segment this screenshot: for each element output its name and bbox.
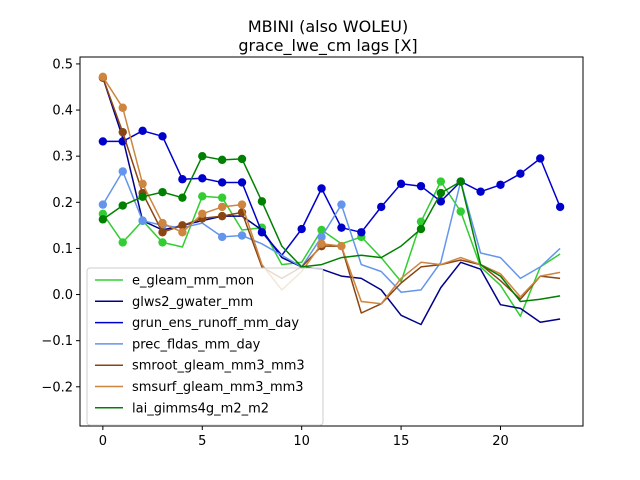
data-point-prec_fldas_mm_day <box>98 200 108 209</box>
y-tick-label: 0.3 <box>52 150 73 165</box>
data-point-grun_ens_runoff_mm_day <box>257 228 267 237</box>
data-point-e_gleam_mm_mon <box>217 193 227 202</box>
data-point-prec_fldas_mm_day <box>317 232 326 242</box>
data-point-smsurf_gleam_mm3_mm3 <box>138 179 147 189</box>
x-tick-label: 15 <box>393 434 410 449</box>
data-point-smsurf_gleam_mm3_mm3 <box>337 241 346 251</box>
data-point-e_gleam_mm_mon <box>317 225 326 235</box>
plot-area: 0 5 10 15 20 −0.2 −0.1 0.0 0.1 0.2 0.3 0.4 0.5 <box>41 56 584 449</box>
data-point-smroot_gleam_mm3_mm3 <box>158 228 167 237</box>
data-point-grun_ens_runoff_mm_day <box>555 202 565 212</box>
x-tick-label: 20 <box>492 434 509 449</box>
y-tick-label: 0.2 <box>52 196 73 211</box>
y-tick-label: 0.5 <box>52 57 73 72</box>
data-point-grun_ens_runoff_mm_day <box>357 228 366 237</box>
data-point-lai_gimms4g_m2_m2 <box>118 201 127 210</box>
legend-label-grun_ens_runoff_mm_day: grun_ens_runoff_mm_day <box>132 316 299 331</box>
x-tick-label: 0 <box>99 434 107 449</box>
data-point-grun_ens_runoff_mm_day <box>237 178 247 187</box>
data-point-lai_gimms4g_m2_m2 <box>158 187 167 197</box>
data-point-e_gleam_mm_mon <box>118 238 127 247</box>
data-point-prec_fldas_mm_day <box>138 216 147 225</box>
legend-label-smsurf_gleam_mm3_mm3: smsurf_gleam_mm3_mm3 <box>132 380 304 395</box>
legend: e_gleam_mm_mon glws2_gwater_mm grun_ens_ru… <box>86 267 324 426</box>
legend-label-glws2_gwater_mm: glws2_gwater_mm <box>132 295 253 310</box>
data-point-smsurf_gleam_mm3_mm3 <box>98 72 108 82</box>
data-point-lai_gimms4g_m2_m2 <box>198 151 207 161</box>
data-point-lai_gimms4g_m2_m2 <box>138 192 147 201</box>
data-point-grun_ens_runoff_mm_day <box>178 175 187 184</box>
y-tick-label: 0.4 <box>52 104 73 119</box>
x-tick-label: 5 <box>198 434 206 449</box>
data-point-smsurf_gleam_mm3_mm3 <box>317 239 326 249</box>
data-point-prec_fldas_mm_day <box>217 232 227 242</box>
data-point-smroot_gleam_mm3_mm3 <box>217 211 227 221</box>
data-point-lai_gimms4g_m2_m2 <box>98 215 108 224</box>
x-tick-label: 10 <box>293 434 310 449</box>
y-tick-label: 0.1 <box>52 242 73 257</box>
data-point-smsurf_gleam_mm3_mm3 <box>198 209 207 219</box>
data-point-grun_ens_runoff_mm_day <box>436 197 446 206</box>
data-point-e_gleam_mm_mon <box>436 177 446 186</box>
data-point-grun_ens_runoff_mm_day <box>98 137 108 146</box>
data-point-smroot_gleam_mm3_mm3 <box>118 127 127 137</box>
data-point-grun_ens_runoff_mm_day <box>496 180 505 189</box>
data-point-grun_ens_runoff_mm_day <box>377 202 386 212</box>
data-point-e_gleam_mm_mon <box>198 192 207 201</box>
data-point-smroot_gleam_mm3_mm3 <box>178 221 187 230</box>
data-point-smsurf_gleam_mm3_mm3 <box>217 202 227 212</box>
data-point-grun_ens_runoff_mm_day <box>297 224 306 234</box>
data-point-grun_ens_runoff_mm_day <box>317 184 326 193</box>
data-point-grun_ens_runoff_mm_day <box>158 132 167 141</box>
data-point-lai_gimms4g_m2_m2 <box>416 224 426 234</box>
data-point-e_gleam_mm_mon <box>456 207 465 216</box>
y-tick-label: 0.0 <box>52 288 73 303</box>
axes-frame <box>79 56 584 427</box>
data-point-prec_fldas_mm_day <box>118 167 127 176</box>
legend-label-smroot_gleam_mm3_mm3: smroot_gleam_mm3_mm3 <box>132 359 305 374</box>
data-point-e_gleam_mm_mon <box>158 238 167 247</box>
legend-label-e_gleam_mm_mon: e_gleam_mm_mon <box>132 274 254 289</box>
data-point-smsurf_gleam_mm3_mm3 <box>237 200 247 209</box>
y-tick-label: −0.1 <box>41 334 73 349</box>
legend-label-prec_fldas_mm_day: prec_fldas_mm_day <box>132 337 261 352</box>
data-point-lai_gimms4g_m2_m2 <box>217 155 227 165</box>
data-point-prec_fldas_mm_day <box>237 231 247 240</box>
data-point-grun_ens_runoff_mm_day <box>337 223 346 232</box>
series-line-e_gleam_mm_mon <box>102 180 561 317</box>
data-point-grun_ens_runoff_mm_day <box>516 169 525 178</box>
y-tick-label: −0.2 <box>41 380 73 395</box>
data-point-grun_ens_runoff_mm_day <box>416 181 426 191</box>
data-point-grun_ens_runoff_mm_day <box>536 154 545 163</box>
legend-label-lai_gimms4g_m2_m2: lai_gimms4g_m2_m2 <box>132 401 269 416</box>
data-point-grun_ens_runoff_mm_day <box>138 126 147 135</box>
data-point-lai_gimms4g_m2_m2 <box>237 154 247 164</box>
data-point-lai_gimms4g_m2_m2 <box>257 197 267 206</box>
chart-title: MBINI (also WOLEU) <box>248 17 408 36</box>
data-point-smsurf_gleam_mm3_mm3 <box>158 218 167 228</box>
data-point-smsurf_gleam_mm3_mm3 <box>178 228 187 237</box>
data-point-grun_ens_runoff_mm_day <box>217 178 227 187</box>
data-point-grun_ens_runoff_mm_day <box>396 179 406 189</box>
data-point-grun_ens_runoff_mm_day <box>476 187 485 196</box>
chart-subtitle: grace_lwe_cm lags [X] <box>238 36 417 56</box>
data-point-lai_gimms4g_m2_m2 <box>436 188 446 198</box>
legend-box <box>86 267 324 426</box>
data-point-prec_fldas_mm_day <box>337 200 346 209</box>
data-point-grun_ens_runoff_mm_day <box>198 174 207 183</box>
data-point-lai_gimms4g_m2_m2 <box>178 193 187 202</box>
data-point-smsurf_gleam_mm3_mm3 <box>118 103 127 112</box>
data-point-lai_gimms4g_m2_m2 <box>456 177 465 186</box>
